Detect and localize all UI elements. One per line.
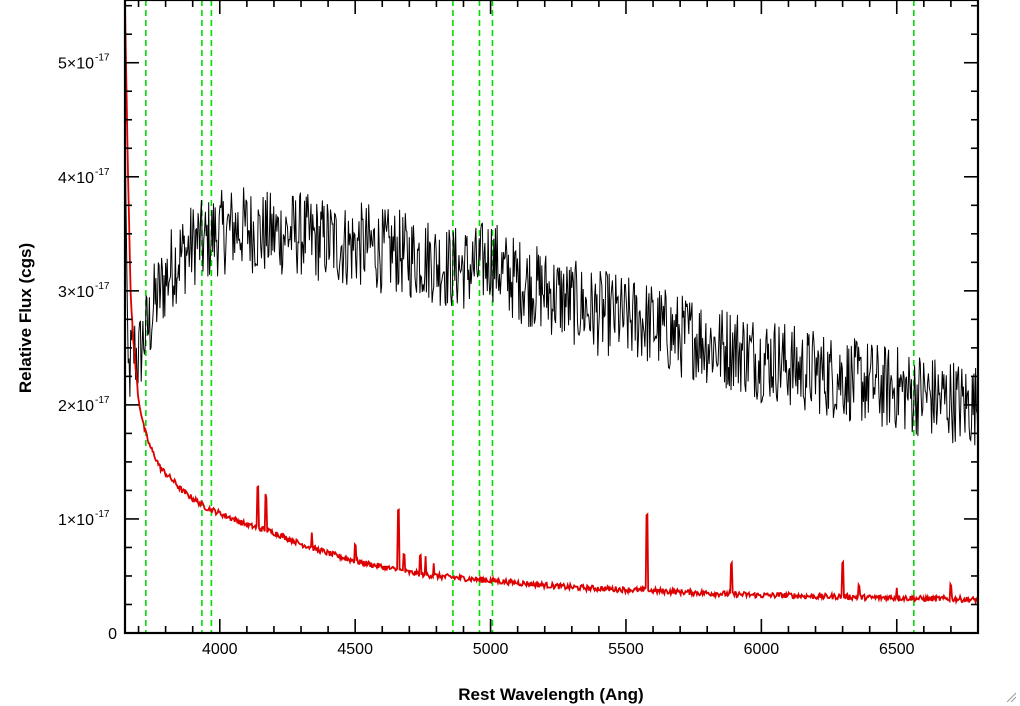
x-tick-label: 6000 — [744, 641, 780, 658]
y-tick-label: 1×10 — [58, 512, 94, 529]
x-tick-label: 6500 — [879, 641, 915, 658]
x-tick-label: 5500 — [608, 641, 644, 658]
axes-layer — [123, 0, 980, 635]
x-axis-title: Rest Wavelength (Ang) — [458, 685, 643, 704]
y-tick-exponent: -17 — [95, 281, 110, 292]
y-tick-label: 2×10 — [58, 398, 94, 415]
x-tick-label: 4000 — [202, 641, 238, 658]
y-tick-exponent: -17 — [95, 167, 110, 178]
y-axis-title: Relative Flux (cgs) — [16, 243, 35, 393]
series-line-1 — [124, 5, 979, 606]
plot-frame — [123, 0, 980, 635]
y-tick-exponent: -17 — [95, 509, 110, 520]
y-tick-label: 4×10 — [58, 170, 94, 187]
y-tick-label: 3×10 — [58, 284, 94, 301]
series-layer — [124, 5, 979, 606]
y-tick-label: 5×10 — [58, 56, 94, 73]
y-tick-label: 0 — [108, 626, 117, 643]
resize-grip-icon[interactable] — [1005, 691, 1017, 703]
y-tick-exponent: -17 — [95, 395, 110, 406]
x-tick-label: 4500 — [337, 641, 373, 658]
y-tick-exponent: -17 — [95, 53, 110, 64]
reference-lines — [145, 0, 915, 633]
x-tick-label: 5000 — [473, 641, 509, 658]
series-line-0 — [124, 72, 979, 449]
